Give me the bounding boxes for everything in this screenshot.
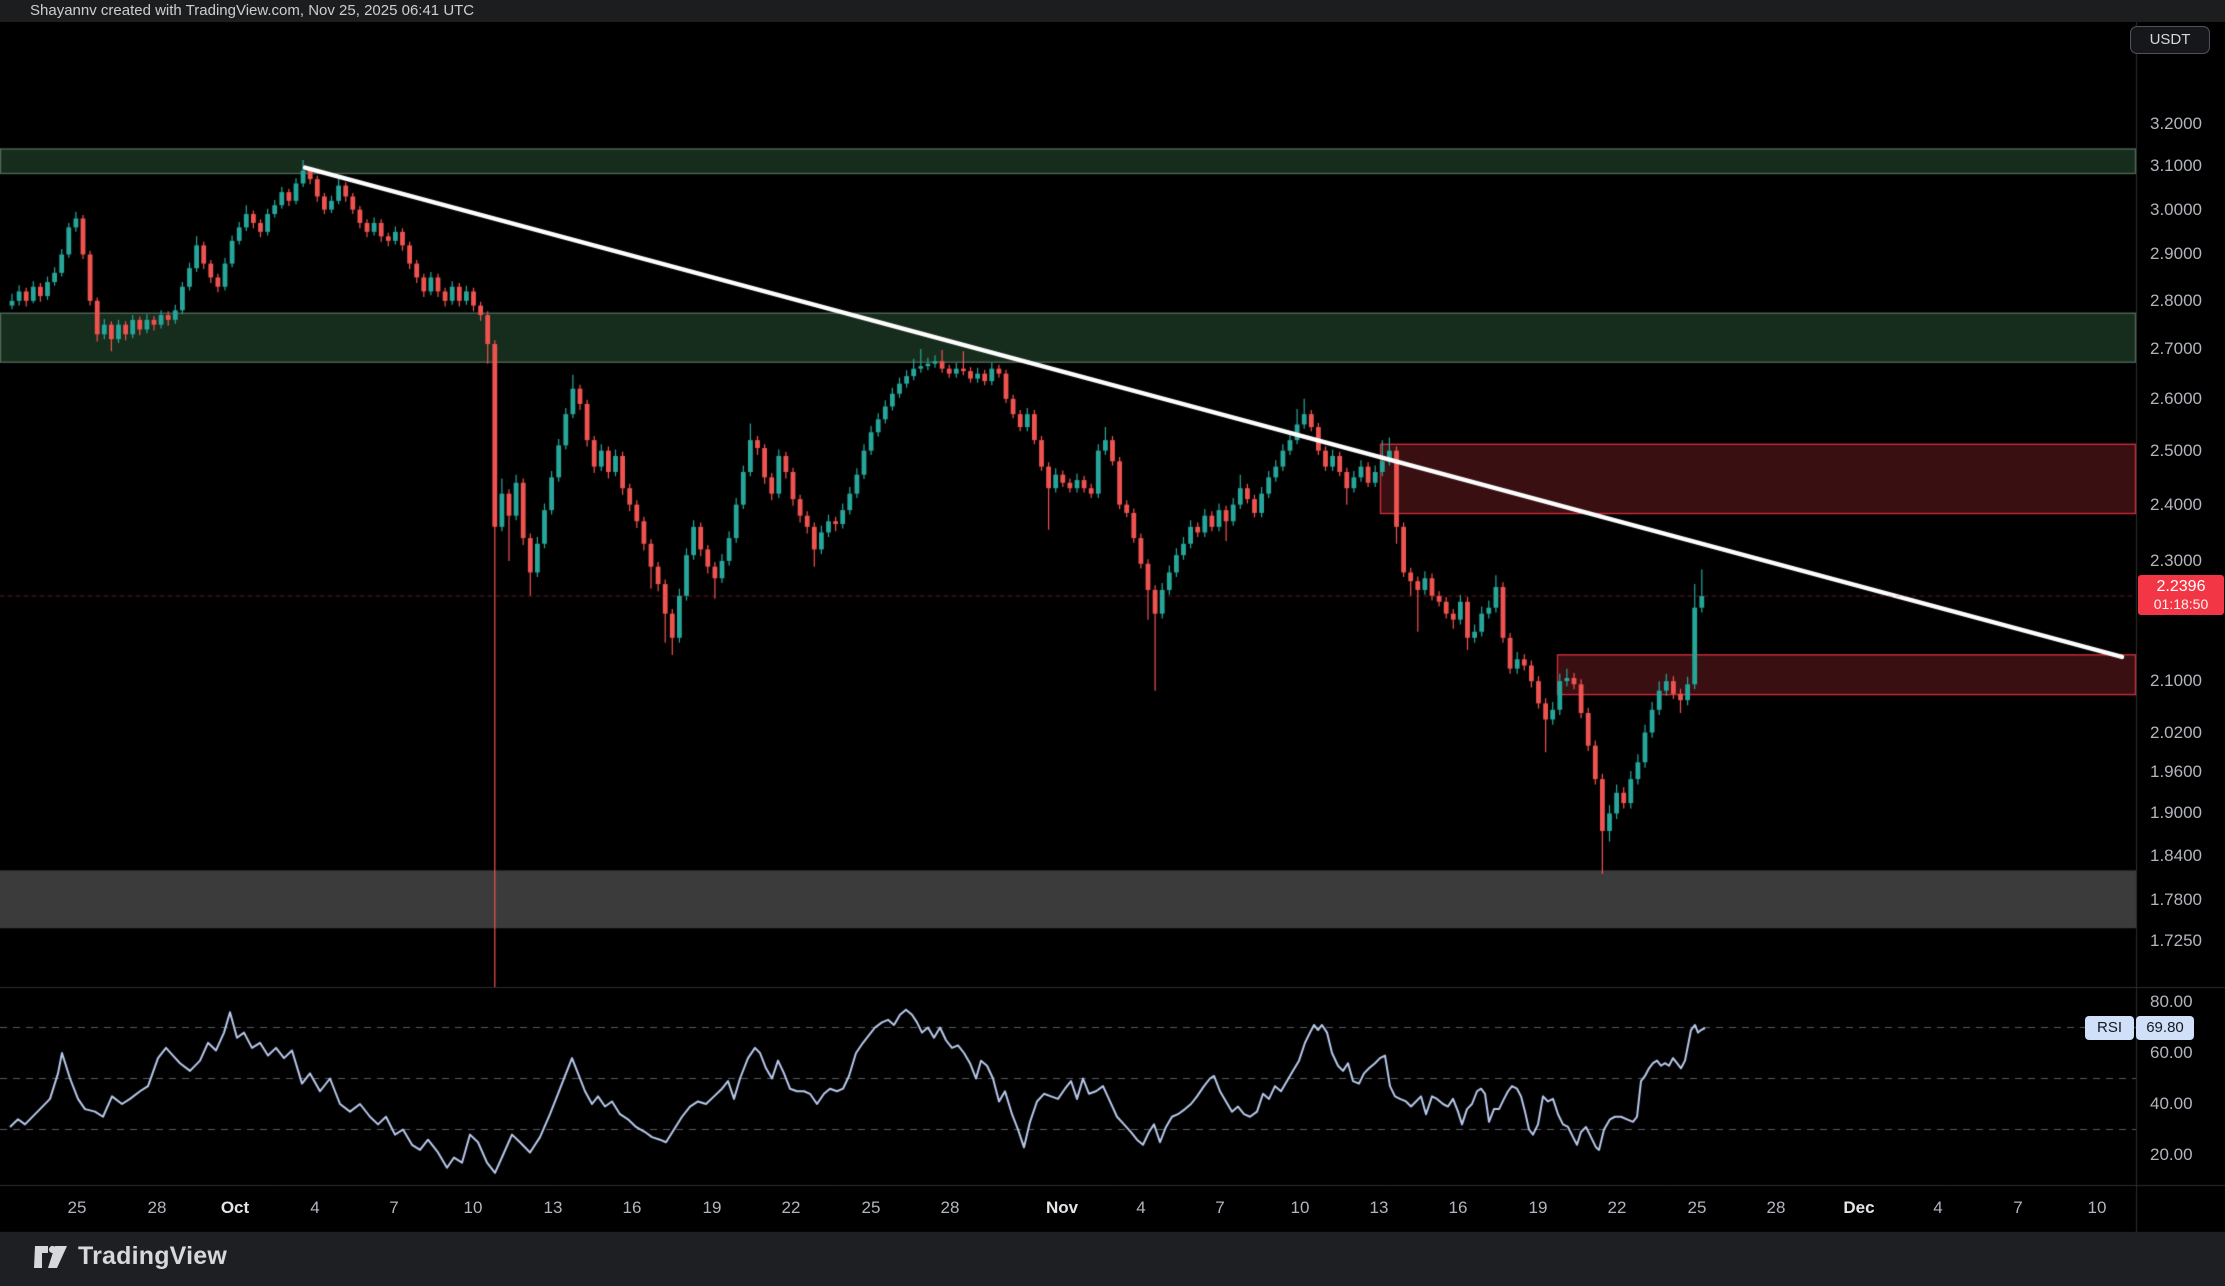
time-tick-label: 13 bbox=[1369, 1198, 1389, 1217]
quote-currency-button[interactable]: USDT bbox=[2130, 26, 2210, 54]
rsi-tick-label: 40.00 bbox=[2150, 1094, 2193, 1113]
time-tick-label: Nov bbox=[1045, 1198, 1079, 1217]
header-bar: Shayannv created with TradingView.com, N… bbox=[0, 0, 2225, 22]
footer-toolbar: TradingView bbox=[0, 1232, 2225, 1286]
price-tick-label: 2.7000 bbox=[2150, 338, 2202, 358]
last-price-tag: 2.2396 01:18:50 bbox=[2138, 575, 2224, 616]
time-tick-label: 10 bbox=[2087, 1198, 2107, 1217]
time-tick-label: 16 bbox=[1448, 1198, 1468, 1217]
time-tick-label: Oct bbox=[220, 1198, 250, 1217]
time-tick-label: 22 bbox=[1607, 1198, 1627, 1217]
rsi-tick-label: 20.00 bbox=[2150, 1145, 2193, 1164]
time-tick-label: 25 bbox=[67, 1198, 87, 1217]
price-tick-label: 3.2000 bbox=[2150, 114, 2202, 134]
time-tick-label: 25 bbox=[861, 1198, 881, 1217]
price-tick-label: 2.5000 bbox=[2150, 440, 2202, 460]
price-tick-label: 1.7250 bbox=[2150, 931, 2202, 951]
time-tick-label: 4 bbox=[310, 1198, 320, 1217]
bar-countdown: 01:18:50 bbox=[2153, 596, 2209, 613]
time-tick-label: 10 bbox=[1290, 1198, 1310, 1217]
time-tick-label: 28 bbox=[147, 1198, 167, 1217]
time-tick-label: 10 bbox=[463, 1198, 483, 1217]
price-tick-label: 1.7800 bbox=[2150, 889, 2202, 909]
last-price-value: 2.2396 bbox=[2156, 578, 2206, 596]
time-tick-label: 16 bbox=[622, 1198, 642, 1217]
rsi-tick-label: 60.00 bbox=[2150, 1043, 2193, 1062]
price-tick-label: 2.0200 bbox=[2150, 722, 2202, 742]
chart-attribution-text: Shayannv created with TradingView.com, N… bbox=[30, 2, 475, 19]
time-tick-label: 19 bbox=[1528, 1198, 1548, 1217]
tradingview-logo[interactable]: TradingView bbox=[34, 1242, 227, 1271]
time-tick-label: Dec bbox=[1843, 1198, 1875, 1217]
price-tick-label: 1.9000 bbox=[2150, 803, 2202, 823]
tradingview-logo-icon bbox=[34, 1245, 67, 1268]
price-tick-label: 2.3000 bbox=[2150, 550, 2202, 570]
time-tick-label: 19 bbox=[702, 1198, 722, 1217]
rsi-value-badge: 69.80 bbox=[2136, 1016, 2194, 1040]
time-tick-label: 22 bbox=[781, 1198, 801, 1217]
price-tick-label: 2.1000 bbox=[2150, 671, 2202, 691]
price-tick-label: 2.6000 bbox=[2150, 388, 2202, 408]
time-tick-label: 7 bbox=[1215, 1198, 1225, 1217]
time-tick-label: 4 bbox=[1136, 1198, 1146, 1217]
price-tick-label: 2.8000 bbox=[2150, 290, 2202, 310]
price-tick-label: 2.4000 bbox=[2150, 494, 2202, 514]
time-tick-label: 4 bbox=[1933, 1198, 1943, 1217]
price-tick-label: 3.1000 bbox=[2150, 156, 2202, 176]
time-tick-label: 7 bbox=[389, 1198, 399, 1217]
price-tick-label: 3.0000 bbox=[2150, 199, 2202, 219]
rsi-indicator-badge[interactable]: RSI bbox=[2085, 1016, 2134, 1040]
price-tick-label: 1.8400 bbox=[2150, 845, 2202, 865]
price-tick-label: 1.9600 bbox=[2150, 762, 2202, 782]
time-tick-label: 28 bbox=[940, 1198, 960, 1217]
price-tick-label: 2.9000 bbox=[2150, 244, 2202, 264]
time-tick-label: 7 bbox=[2013, 1198, 2023, 1217]
time-tick-label: 25 bbox=[1687, 1198, 1707, 1217]
rsi-tick-label: 80.00 bbox=[2150, 992, 2193, 1011]
tradingview-wordmark: TradingView bbox=[78, 1242, 228, 1270]
time-tick-label: 28 bbox=[1766, 1198, 1786, 1217]
time-tick-label: 13 bbox=[543, 1198, 563, 1217]
